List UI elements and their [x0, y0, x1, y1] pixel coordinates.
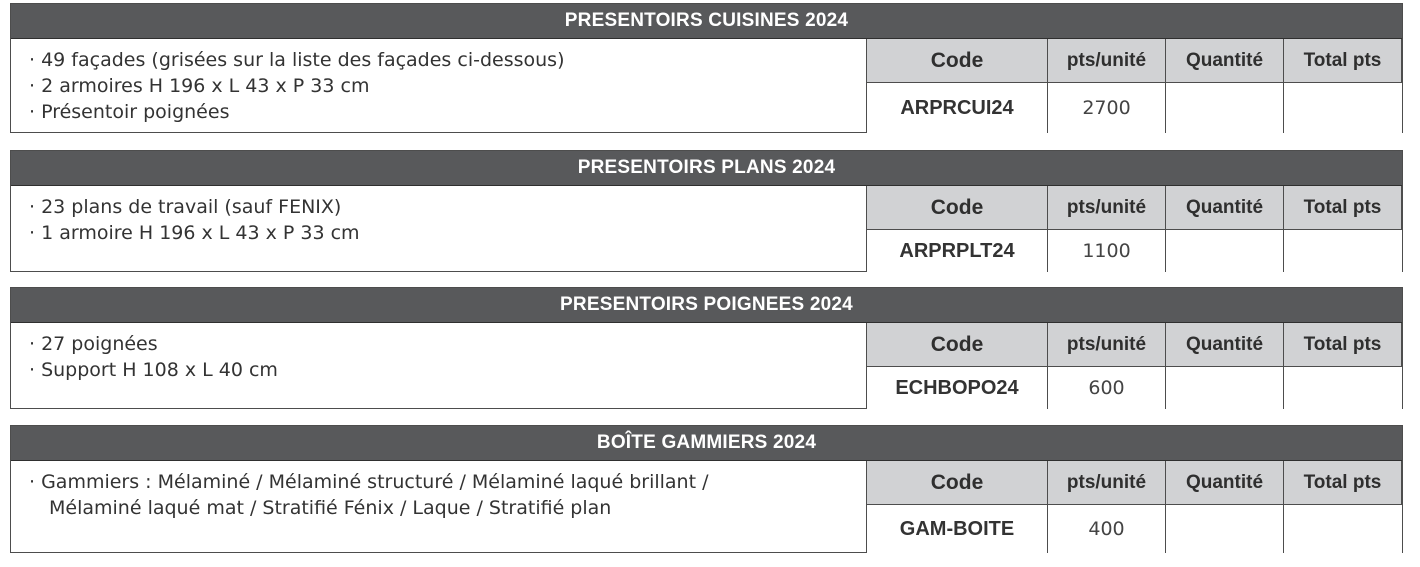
description-line: · Gammiers : Mélaminé / Mélaminé structu… — [29, 471, 709, 493]
description-line: · 1 armoire H 196 x L 43 x P 33 cm — [29, 222, 360, 244]
column-header-total: Total pts — [1284, 186, 1402, 230]
product-code: ARPRCUI24 — [867, 83, 1048, 133]
column-header-code: Code — [867, 461, 1048, 505]
block-description: · Gammiers : Mélaminé / Mélaminé structu… — [11, 461, 867, 553]
column-header-pts: pts/unité — [1048, 461, 1166, 505]
product-code: ECHBOPO24 — [867, 367, 1048, 409]
column-header-pts: pts/unité — [1048, 186, 1166, 230]
total-points-cell[interactable] — [1284, 367, 1402, 409]
order-block-presentoirs-poignees: PRESENTOIRS POIGNEES 2024 · 27 poignées … — [10, 287, 1403, 409]
points-per-unit: 1100 — [1048, 230, 1166, 272]
order-table: Code pts/unité Quantité Total pts GAM-BO… — [867, 461, 1402, 553]
description-line: · 23 plans de travail (sauf FENIX) — [29, 196, 342, 218]
order-table: Code pts/unité Quantité Total pts ARPRPL… — [867, 186, 1402, 272]
block-title: PRESENTOIRS POIGNEES 2024 — [11, 288, 1402, 323]
column-header-pts: pts/unité — [1048, 323, 1166, 367]
order-block-presentoirs-cuisines: PRESENTOIRS CUISINES 2024 · 49 façades (… — [10, 3, 1403, 133]
column-header-quantity: Quantité — [1166, 186, 1284, 230]
description-line: · 49 façades (grisées sur la liste des f… — [29, 49, 565, 71]
block-description: · 49 façades (grisées sur la liste des f… — [11, 39, 867, 133]
description-line: · 2 armoires H 196 x L 43 x P 33 cm — [29, 75, 370, 97]
order-block-boite-gammiers: BOÎTE GAMMIERS 2024 · Gammiers : Mélamin… — [10, 425, 1403, 553]
description-line: · Présentoir poignées — [29, 101, 230, 123]
order-table: Code pts/unité Quantité Total pts ECHBOP… — [867, 323, 1402, 409]
block-description: · 27 poignées · Support H 108 x L 40 cm — [11, 323, 867, 409]
description-line: · Support H 108 x L 40 cm — [29, 359, 278, 381]
column-header-total: Total pts — [1284, 461, 1402, 505]
product-code: GAM-BOITE — [867, 505, 1048, 553]
column-header-code: Code — [867, 186, 1048, 230]
description-line: · 27 poignées — [29, 333, 158, 355]
product-code: ARPRPLT24 — [867, 230, 1048, 272]
order-table: Code pts/unité Quantité Total pts ARPRCU… — [867, 39, 1402, 133]
points-per-unit: 600 — [1048, 367, 1166, 409]
points-per-unit: 400 — [1048, 505, 1166, 553]
quantity-cell[interactable] — [1166, 83, 1284, 133]
quantity-cell[interactable] — [1166, 505, 1284, 553]
description-line: Mélaminé laqué mat / Stratifié Fénix / L… — [49, 497, 612, 519]
quantity-cell[interactable] — [1166, 230, 1284, 272]
block-title: PRESENTOIRS PLANS 2024 — [11, 151, 1402, 186]
column-header-quantity: Quantité — [1166, 323, 1284, 367]
column-header-total: Total pts — [1284, 39, 1402, 83]
column-header-total: Total pts — [1284, 323, 1402, 367]
points-per-unit: 2700 — [1048, 83, 1166, 133]
order-block-presentoirs-plans: PRESENTOIRS PLANS 2024 · 23 plans de tra… — [10, 150, 1403, 272]
column-header-code: Code — [867, 323, 1048, 367]
column-header-quantity: Quantité — [1166, 39, 1284, 83]
total-points-cell[interactable] — [1284, 505, 1402, 553]
block-title: BOÎTE GAMMIERS 2024 — [11, 426, 1402, 461]
block-description: · 23 plans de travail (sauf FENIX) · 1 a… — [11, 186, 867, 272]
column-header-code: Code — [867, 39, 1048, 83]
column-header-pts: pts/unité — [1048, 39, 1166, 83]
column-header-quantity: Quantité — [1166, 461, 1284, 505]
total-points-cell[interactable] — [1284, 83, 1402, 133]
quantity-cell[interactable] — [1166, 367, 1284, 409]
total-points-cell[interactable] — [1284, 230, 1402, 272]
block-title: PRESENTOIRS CUISINES 2024 — [11, 4, 1402, 39]
